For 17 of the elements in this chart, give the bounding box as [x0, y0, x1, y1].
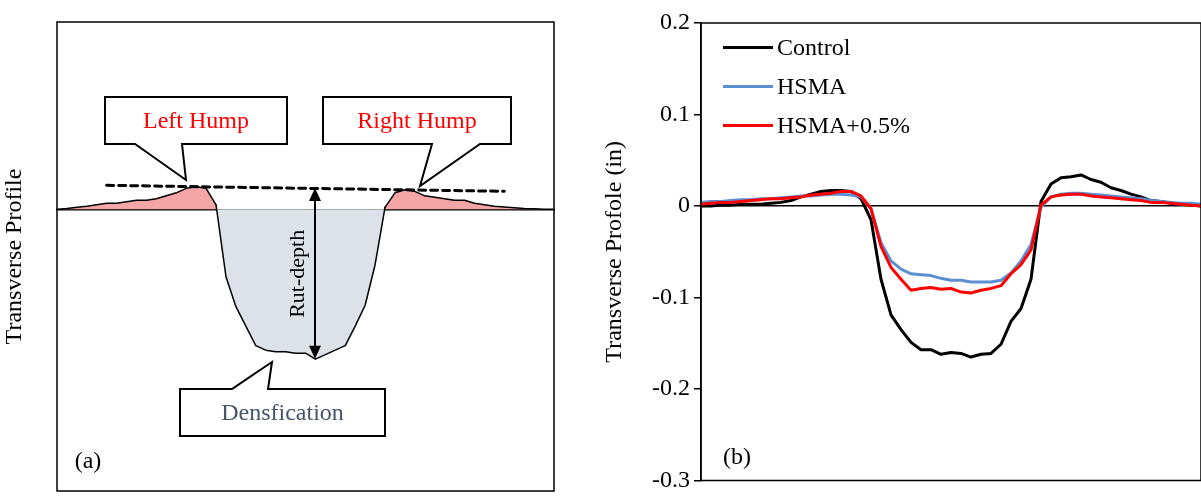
y-tick-label: 0	[678, 191, 690, 218]
y-tick-label: 0.2	[660, 8, 690, 35]
legend-label: HSMA+0.5%	[777, 112, 910, 139]
y-tick-label: -0.1	[652, 282, 690, 309]
y-axis-title: Transverse Profile	[0, 168, 26, 345]
legend-label: Control	[777, 34, 851, 61]
y-tick-label: -0.3	[652, 465, 690, 492]
legend-label: HSMA	[777, 73, 847, 100]
annotation: Rut-depth	[284, 229, 310, 318]
text: Left Hump	[143, 106, 249, 133]
text: Densfication	[221, 398, 344, 425]
text: Right Hump	[357, 106, 477, 133]
y-tick-label: -0.2	[652, 374, 690, 401]
y-axis-title: Transverse Profole (in)	[599, 140, 626, 363]
annotation: (b)	[723, 443, 751, 470]
y-tick-label: 0.1	[660, 99, 690, 126]
text: (a)	[74, 447, 102, 474]
